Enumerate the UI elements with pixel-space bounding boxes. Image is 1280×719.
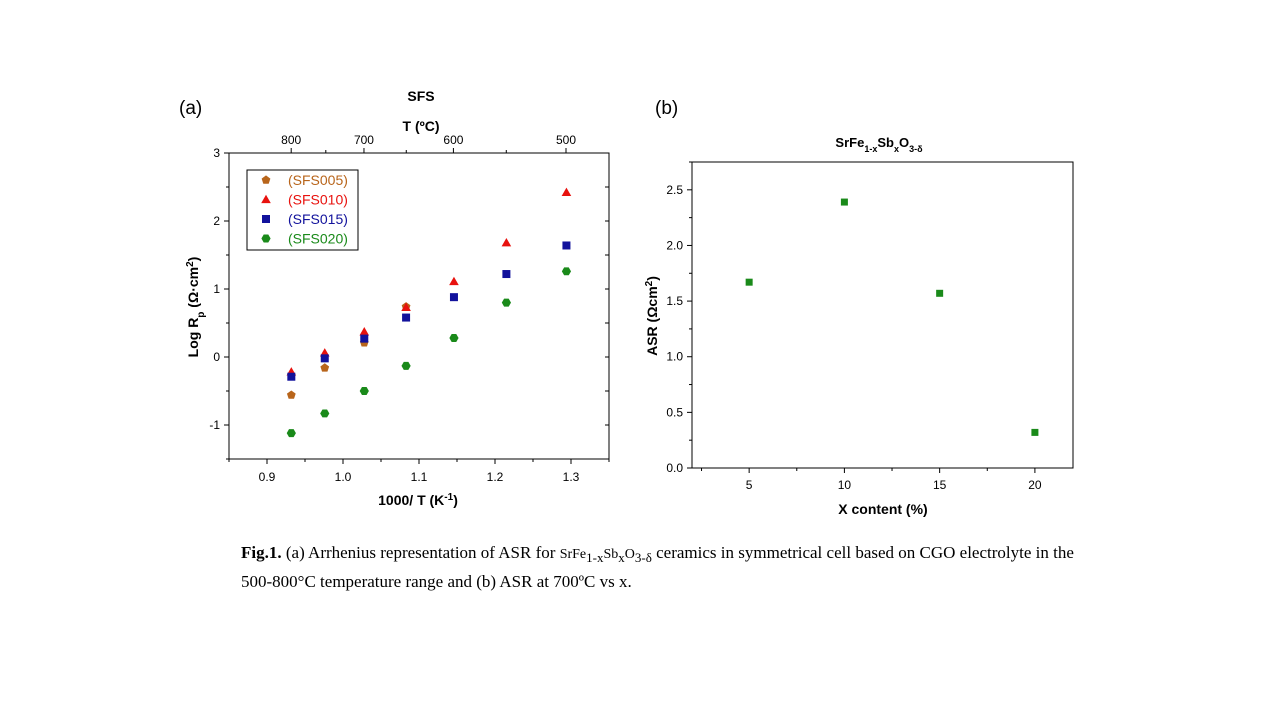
panel-b-label: (b) — [655, 98, 679, 119]
chart-b-ytick-label: 1.0 — [666, 350, 683, 364]
chart-b-ytick-label: 0.0 — [666, 461, 683, 475]
chart-b-point — [840, 198, 848, 206]
chart-a-point-2 — [561, 187, 572, 197]
chart-b-ytick-label: 0.5 — [666, 405, 683, 419]
caption-text-1: (a) Arrhenius representation of ASR for — [281, 543, 560, 562]
chart-a-legend-label-4: (SFS020) — [288, 231, 348, 247]
chart-a-point-4 — [286, 429, 296, 438]
chart-b-xtick-label: 10 — [838, 478, 852, 492]
chart-a-toptick-label: 700 — [354, 133, 374, 147]
chart-b-ylabel-text: ASR (Ωcm2) — [644, 276, 661, 356]
chart-b-xtick-label: 15 — [933, 478, 947, 492]
chart-a-point-3 — [360, 334, 369, 343]
chart-a-xlabel: 1000/ T (K-1) — [378, 492, 458, 509]
figure-caption: Fig.1. (a) Arrhenius representation of A… — [241, 541, 1091, 593]
chart-b-xtick-label: 5 — [746, 478, 753, 492]
chart-a-ylabel: Log Rp (Ω·cm2) — [185, 257, 207, 358]
chart-b-title: SrFe1-xSbxO3-δ — [835, 135, 923, 154]
chart-a-point-4 — [501, 298, 511, 307]
chart-a-point-1 — [286, 390, 296, 399]
chart-b-point — [745, 278, 753, 286]
chart-a-point-2 — [449, 276, 459, 286]
caption-formula: SrFe1-xSbxO3-δ — [559, 547, 652, 565]
chart-b-frame — [691, 161, 1074, 469]
chart-a-ytick-label: 0 — [213, 350, 220, 364]
chart-a-point-4 — [359, 387, 369, 395]
chart-a-xtick-label: 1.3 — [563, 470, 580, 484]
chart-a: SFS T (ºC) 0.9 1.0 1.1 1.2 1.3 -1 0 1 2 3 800 700… — [185, 88, 610, 509]
chart-a-legend-marker-3 — [262, 215, 270, 223]
panel-a-label: (a) — [179, 98, 203, 119]
chart-b-ytick-label: 2.5 — [666, 183, 683, 197]
chart-a-xtick-label: 1.1 — [411, 470, 428, 484]
chart-a-point-3 — [402, 313, 411, 322]
chart-a-legend-marker-4 — [261, 234, 271, 243]
chart-a-toptick-label: 600 — [443, 133, 463, 147]
chart-a-legend-marker-1 — [261, 175, 271, 184]
chart-b-xlabel: X content (%) — [838, 501, 927, 517]
chart-b-xtick-label: 20 — [1028, 478, 1042, 492]
caption-fig-label: Fig.1. — [241, 543, 282, 562]
chart-b-ytick-label: 2.0 — [666, 238, 683, 252]
chart-a-toptick-label: 500 — [556, 133, 576, 147]
chart-a-point-3 — [562, 241, 571, 250]
chart-a-xtick-label: 1.2 — [487, 470, 504, 484]
chart-a-point-2 — [359, 327, 370, 336]
chart-a-xtick-label: 1.0 — [335, 470, 352, 484]
chart-a-point-4 — [449, 333, 459, 342]
chart-a-point-3 — [287, 372, 296, 381]
chart-a-point-3 — [320, 354, 329, 363]
chart-b-ytick-label: 1.5 — [666, 294, 683, 308]
chart-b-point — [936, 289, 944, 297]
chart-a-toptick-label: 800 — [281, 133, 301, 147]
chart-a-ytick-label: 1 — [213, 282, 220, 296]
chart-a-point-3 — [449, 293, 458, 302]
chart-a-point-4 — [401, 361, 411, 370]
caption-text-2: ceramics in symmetrical cell based on CG… — [241, 543, 1074, 591]
chart-a-ytick-label: -1 — [209, 418, 220, 432]
chart-b: SrFe1-xSbxO3-δ 5 10 15 20 0.0 0.5 1.0 1.5 2.0 2.… — [644, 135, 1074, 517]
chart-a-point-1 — [320, 363, 330, 372]
chart-b-point — [1031, 428, 1039, 436]
chart-a-point-3 — [502, 270, 511, 279]
chart-a-legend-label-2: (SFS010) — [288, 192, 348, 208]
chart-a-top-axis-label: T (ºC) — [403, 118, 440, 134]
chart-a-ytick-label: 3 — [213, 146, 220, 160]
chart-a-point-2 — [501, 237, 512, 247]
chart-a-legend-label-3: (SFS015) — [288, 211, 348, 227]
chart-a-point-2 — [401, 302, 411, 311]
chart-a-legend-label-1: (SFS005) — [288, 172, 348, 188]
chart-a-title: SFS — [407, 88, 434, 104]
chart-a-point-4 — [561, 267, 572, 276]
chart-a-legend-marker-2 — [261, 194, 271, 204]
chart-a-point-4 — [320, 409, 330, 418]
chart-a-ytick-label: 2 — [213, 214, 220, 228]
chart-a-xtick-label: 0.9 — [259, 470, 276, 484]
